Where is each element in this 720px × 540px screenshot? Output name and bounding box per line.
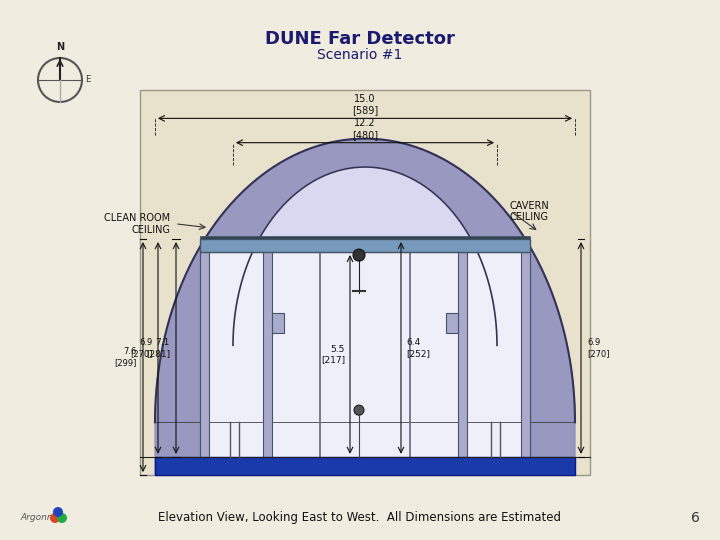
- Text: 12.2
[480]: 12.2 [480]: [352, 118, 378, 140]
- Circle shape: [57, 513, 67, 523]
- Bar: [263, 252, 272, 467]
- Bar: [155, 457, 575, 475]
- Text: 5.5
[217]: 5.5 [217]: [321, 345, 345, 364]
- Text: Argonne: Argonne: [21, 514, 59, 523]
- Circle shape: [50, 513, 60, 523]
- Text: Elevation View, Looking East to West.  All Dimensions are Estimated: Elevation View, Looking East to West. Al…: [158, 511, 562, 524]
- Polygon shape: [233, 167, 497, 475]
- Text: E: E: [85, 76, 90, 84]
- Polygon shape: [155, 139, 575, 475]
- Bar: [200, 252, 209, 467]
- Text: 7.1
[281]: 7.1 [281]: [146, 338, 170, 357]
- Circle shape: [53, 507, 63, 517]
- Text: 6.9
[270]: 6.9 [270]: [130, 338, 153, 357]
- Bar: [521, 252, 530, 467]
- Text: 15.0
[589]: 15.0 [589]: [352, 94, 378, 116]
- Circle shape: [354, 405, 364, 415]
- Bar: [140, 90, 590, 475]
- Bar: [200, 239, 530, 252]
- Text: N: N: [56, 42, 64, 52]
- Bar: [458, 252, 467, 467]
- Text: DUNE Far Detector: DUNE Far Detector: [265, 30, 455, 48]
- Bar: [272, 313, 284, 333]
- Bar: [200, 236, 530, 239]
- Text: Scenario #1: Scenario #1: [318, 48, 402, 62]
- Text: 6.4
[252]: 6.4 [252]: [406, 338, 430, 357]
- Circle shape: [353, 249, 365, 261]
- Text: CLEAN ROOM
CEILING: CLEAN ROOM CEILING: [104, 213, 170, 234]
- Text: 6.9
[270]: 6.9 [270]: [587, 338, 610, 357]
- Bar: [200, 252, 530, 467]
- Text: CAVERN
CEILING: CAVERN CEILING: [509, 201, 549, 222]
- Text: 7.6
[299]: 7.6 [299]: [114, 347, 137, 367]
- Bar: [446, 313, 458, 333]
- Text: 6: 6: [691, 511, 700, 525]
